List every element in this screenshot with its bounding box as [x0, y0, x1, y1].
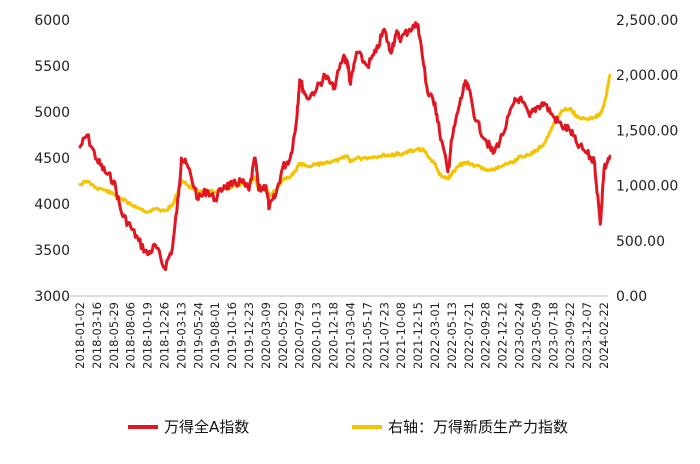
x-tick-label: 2023-02-24 [512, 302, 526, 369]
x-axis: 2018-01-02 2018-03-16 2018-05-29 2018-08-06… [70, 295, 611, 369]
series-layer [78, 21, 612, 272]
legend-item: 右轴：万得新质生产力指数 [352, 418, 568, 436]
right-tick-label: 0.00 [616, 289, 647, 305]
x-tick-label: 2023-09-22 [563, 302, 577, 369]
x-tick-label: 2020-05-20 [276, 302, 290, 369]
x-tick-label: 2021-12-15 [411, 302, 425, 369]
x-tick-label: 2018-08-06 [124, 302, 138, 369]
x-tick-label: 2020-10-13 [310, 302, 324, 369]
right-tick-label: 2,000.00 [616, 68, 678, 84]
legend-item: 万得全A指数 [128, 418, 249, 436]
x-tick-label: 2022-05-13 [445, 302, 459, 369]
x-tick-label: 2020-07-29 [293, 302, 307, 369]
x-tick-label: 2021-10-08 [394, 302, 408, 369]
x-tick-label: 2020-03-09 [259, 302, 273, 369]
left-tick-label: 3500 [34, 243, 70, 259]
x-tick-label: 2018-12-26 [158, 302, 172, 369]
left-axis: 3000 3500 4000 4500 5000 5500 6000 [34, 13, 70, 305]
left-tick-label: 4500 [34, 151, 70, 167]
right-axis: 0.00 500.00 1,000.00 1,500.00 2,000.00 2,500.… [616, 13, 678, 305]
right-tick-label: 500.00 [616, 234, 665, 250]
x-tick-label: 2021-03-04 [343, 302, 357, 369]
x-tick-label: 2019-08-01 [208, 302, 222, 369]
x-tick-label: 2022-03-01 [428, 302, 442, 369]
legend-label: 万得全A指数 [164, 418, 249, 436]
x-tick-label: 2019-03-13 [174, 302, 188, 369]
right-tick-label: 2,500.00 [616, 13, 678, 29]
x-tick-label: 2020-12-18 [327, 302, 341, 369]
x-tick-label: 2021-07-23 [377, 302, 391, 369]
x-tick-label: 2021-05-17 [360, 302, 374, 369]
x-tick-label: 2019-05-24 [191, 302, 205, 369]
x-tick-label: 2019-12-23 [242, 302, 256, 369]
right-tick-label: 1,000.00 [616, 179, 678, 195]
x-tick-label: 2018-01-02 [73, 302, 87, 369]
series-line-left [78, 21, 612, 272]
x-tick-label: 2022-09-28 [479, 302, 493, 369]
right-tick-label: 1,500.00 [616, 123, 678, 139]
x-tick-label: 2018-03-16 [90, 302, 104, 369]
legend-label: 右轴：万得新质生产力指数 [388, 418, 568, 436]
x-tick-label: 2023-07-18 [546, 302, 560, 369]
series-line-right [78, 73, 612, 214]
left-tick-label: 6000 [34, 13, 70, 29]
left-tick-label: 5000 [34, 105, 70, 121]
x-tick-label: 2022-07-21 [462, 302, 476, 369]
x-tick-label: 2023-05-09 [529, 302, 543, 369]
x-tick-label: 2018-05-29 [107, 302, 121, 369]
x-tick-label: 2024-02-22 [597, 302, 611, 369]
left-tick-label: 4000 [34, 197, 70, 213]
x-tick-label: 2022-12-12 [496, 302, 510, 369]
x-tick-label: 2023-12-07 [580, 302, 594, 369]
left-tick-label: 3000 [34, 289, 70, 305]
left-tick-label: 5500 [34, 59, 70, 75]
legend: 万得全A指数 右轴：万得新质生产力指数 [128, 418, 568, 436]
x-tick-label: 2018-10-19 [141, 302, 155, 369]
x-tick-label: 2019-10-16 [225, 302, 239, 369]
